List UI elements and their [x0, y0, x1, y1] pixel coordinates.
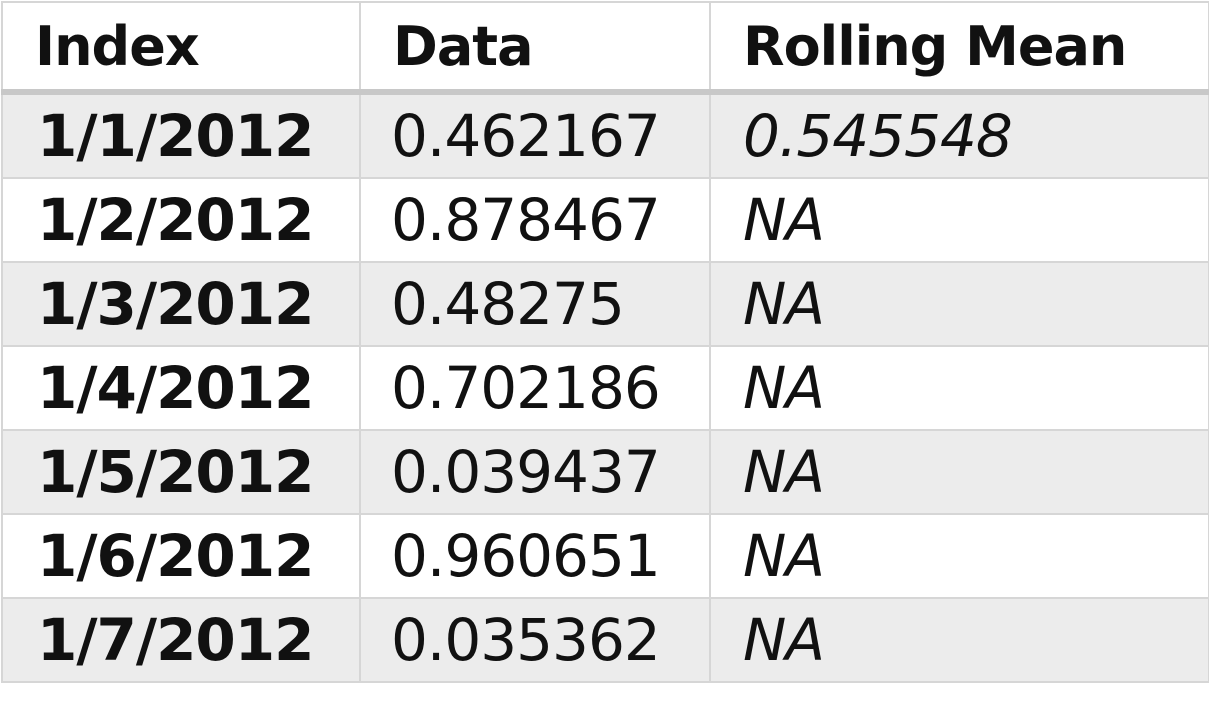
index-cell: 1/2/2012 — [1, 177, 361, 263]
data-cell: 0.035362 — [359, 597, 711, 683]
header-index: Index — [1, 1, 361, 95]
header-row: Index Data Rolling Mean — [1, 1, 1209, 95]
data-cell: 0.462167 — [359, 91, 711, 179]
data-cell: 0.878467 — [359, 177, 711, 263]
index-cell: 1/5/2012 — [1, 429, 361, 515]
data-cell: 0.48275 — [359, 261, 711, 347]
table-row: 1/7/2012 0.035362 NA — [1, 597, 1209, 683]
rolling-mean-cell: 0.545548 — [709, 91, 1209, 179]
rolling-mean-table: Index Data Rolling Mean 1/1/2012 0.46216… — [1, 1, 1209, 683]
rolling-mean-cell: NA — [709, 261, 1209, 347]
rolling-mean-cell: NA — [709, 597, 1209, 683]
rolling-mean-cell: NA — [709, 177, 1209, 263]
header-data: Data — [359, 1, 711, 95]
table-row: 1/6/2012 0.960651 NA — [1, 513, 1209, 599]
table-row: 1/1/2012 0.462167 0.545548 — [1, 91, 1209, 179]
rolling-mean-cell: NA — [709, 429, 1209, 515]
index-cell: 1/7/2012 — [1, 597, 361, 683]
table-row: 1/4/2012 0.702186 NA — [1, 345, 1209, 431]
table-row: 1/5/2012 0.039437 NA — [1, 429, 1209, 515]
index-cell: 1/1/2012 — [1, 91, 361, 179]
table-row: 1/3/2012 0.48275 NA — [1, 261, 1209, 347]
rolling-mean-cell: NA — [709, 513, 1209, 599]
data-cell: 0.960651 — [359, 513, 711, 599]
rolling-mean-cell: NA — [709, 345, 1209, 431]
data-cell: 0.702186 — [359, 345, 711, 431]
header-rolling-mean: Rolling Mean — [709, 1, 1209, 95]
index-cell: 1/3/2012 — [1, 261, 361, 347]
index-cell: 1/4/2012 — [1, 345, 361, 431]
data-cell: 0.039437 — [359, 429, 711, 515]
index-cell: 1/6/2012 — [1, 513, 361, 599]
table-row: 1/2/2012 0.878467 NA — [1, 177, 1209, 263]
